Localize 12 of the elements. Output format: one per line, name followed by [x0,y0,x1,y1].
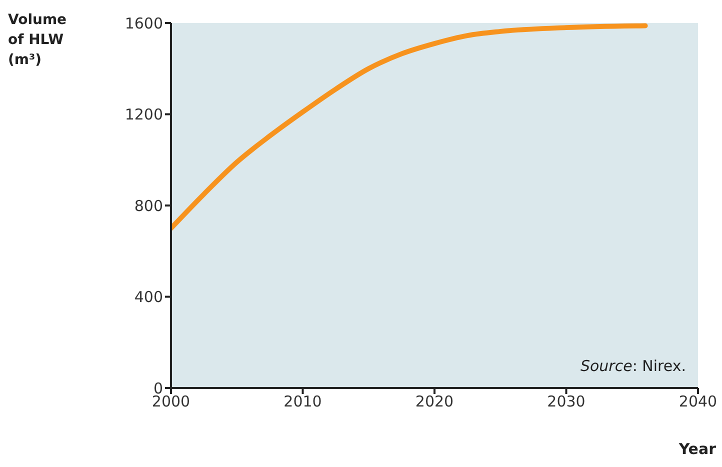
x-tick-label: 2010 [284,392,322,411]
y-axis-title: Volume of HLW (m³) [8,11,68,70]
annotation: Source: Nirex. [580,357,686,375]
y-tick-label: 1600 [124,14,163,32]
x-tick-label: 2000 [152,392,190,411]
x-tick-label: 2040 [678,392,718,411]
y-tick-label: 800 [134,196,163,215]
x-tick-label: 2030 [547,392,586,411]
y-tick-label: 400 [134,288,163,306]
x-axis-title: Year [678,440,716,458]
y-tick-label: 1200 [124,106,163,124]
x-tick-label: 2020 [415,392,454,411]
